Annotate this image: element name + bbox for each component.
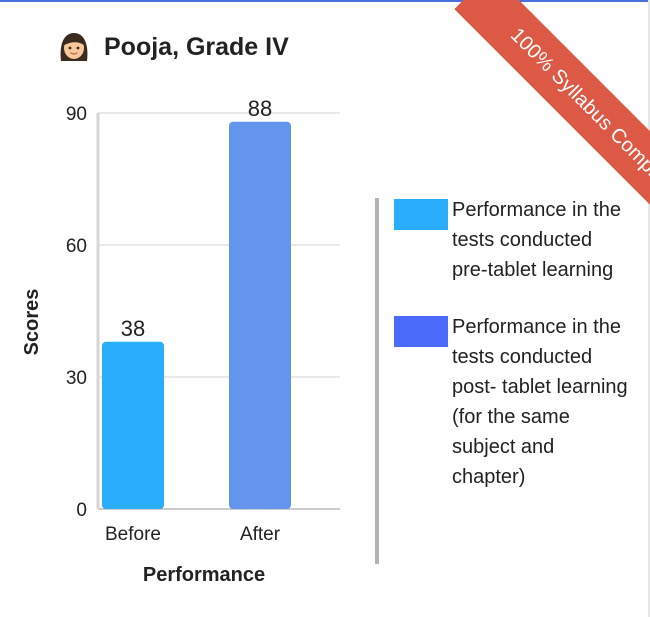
top-border (0, 0, 650, 2)
legend-divider (375, 198, 379, 564)
y-tick-label-90: 90 (66, 104, 87, 125)
bar-before (102, 341, 164, 509)
chart-title: Pooja, Grade IV (104, 32, 289, 61)
chart-legend: Performance in the tests conducted pre-t… (394, 195, 650, 519)
data-label-before: 38 (121, 316, 145, 341)
y-tick-label-60: 60 (66, 236, 87, 257)
y-tick-label-0: 0 (76, 500, 87, 521)
x-tick-label-before: Before (105, 524, 161, 545)
right-border (648, 0, 650, 617)
legend-swatch-pre (394, 199, 448, 230)
data-label-after: 88 (248, 96, 272, 121)
girl-face-icon (60, 33, 88, 61)
bar-after (229, 121, 291, 510)
legend-label-post: Performance in the tests conducted post-… (452, 316, 628, 488)
legend-item-post: Performance in the tests conducted post-… (394, 312, 650, 492)
y-tick-label-30: 30 (66, 368, 87, 389)
y-axis-title: Scores (21, 289, 43, 356)
legend-label-pre: Performance in the tests conducted pre-t… (452, 199, 621, 281)
x-tick-label-after: After (240, 524, 281, 545)
legend-swatch-post (394, 316, 448, 347)
x-axis-title: Performance (143, 564, 265, 586)
legend-item-pre: Performance in the tests conducted pre-t… (394, 195, 650, 285)
chart-header: Pooja, Grade IV (58, 30, 289, 64)
